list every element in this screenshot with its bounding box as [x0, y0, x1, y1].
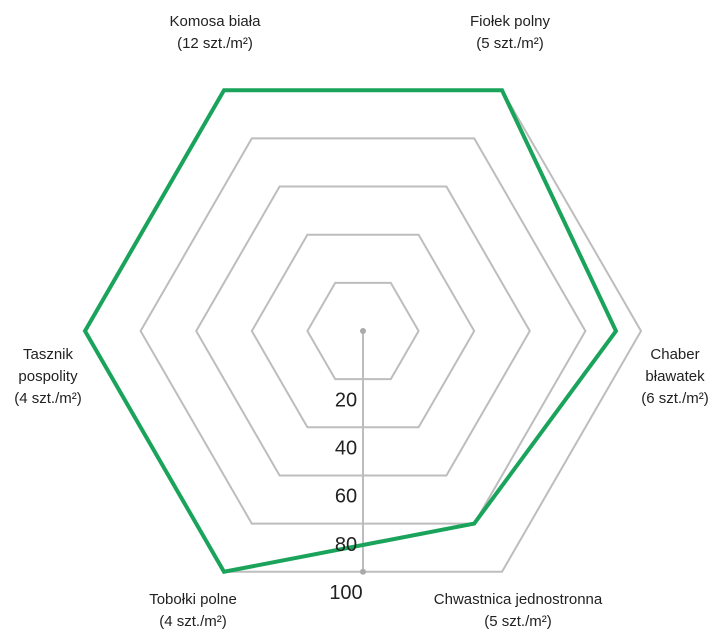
axis-center [360, 328, 366, 334]
axis-end [360, 568, 366, 575]
category-label: Tobołki polne [149, 591, 237, 608]
y-tick-label: 80 [335, 534, 357, 556]
category-label: Chaber bławatek [645, 346, 705, 385]
category-unit: (12 szt./m²) [177, 35, 253, 52]
category-label: Chwastnica jednostronna [433, 591, 603, 608]
category-unit: (5 szt./m²) [484, 613, 552, 630]
y-tick-label: 60 [335, 486, 357, 508]
category-unit: (5 szt./m²) [476, 35, 544, 52]
grid-ring [195, 185, 531, 477]
category-unit: (4 szt./m²) [159, 613, 227, 630]
y-tick-label: 100 [329, 582, 362, 604]
category-unit: (4 szt./m²) [14, 390, 82, 407]
category-label: Fiołek polny [469, 13, 551, 30]
category-unit: (6 szt./m²) [641, 390, 709, 407]
y-tick-label: 40 [335, 438, 357, 460]
series-line [82, 88, 619, 574]
category-label: Tasznik pospolity [18, 346, 78, 385]
category-label: Komosa biała [169, 13, 261, 30]
grid-ring [306, 281, 420, 381]
grid-ring [250, 233, 476, 429]
y-tick-label: 20 [335, 389, 357, 411]
